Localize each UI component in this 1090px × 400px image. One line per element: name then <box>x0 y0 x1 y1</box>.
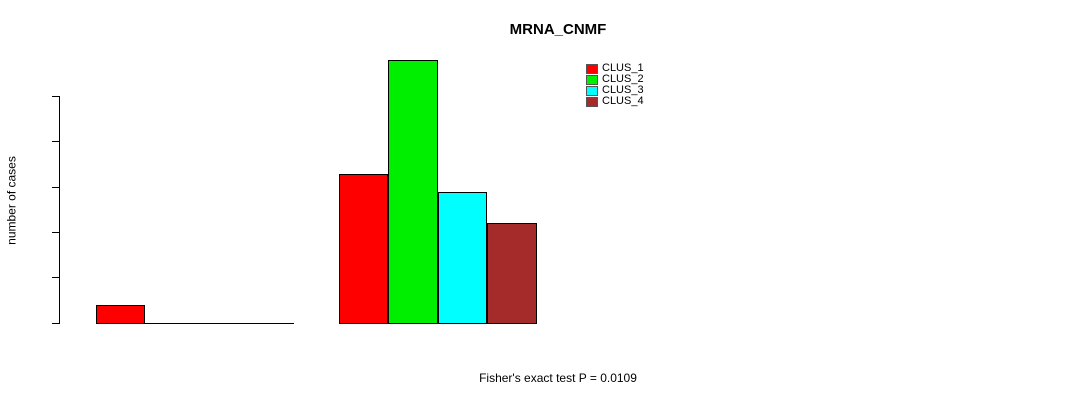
legend-item: CLUS_4 <box>586 96 644 107</box>
bar-clus_1 <box>338 173 388 324</box>
legend-item: CLUS_3 <box>586 85 644 96</box>
y-tick-label <box>37 174 49 200</box>
legend-item: CLUS_1 <box>586 63 644 74</box>
bar-clus_2 <box>388 59 438 324</box>
chart-title: MRNA_CNMF <box>509 21 607 38</box>
legend-swatch-icon <box>586 74 598 85</box>
legend-swatch-icon <box>586 63 598 74</box>
legend-label: CLUS_4 <box>602 95 644 107</box>
fisher-test-annotation: Fisher's exact test P = 0.0109 <box>479 371 637 385</box>
bar-clus_1 <box>95 304 145 324</box>
legend-item: CLUS_2 <box>586 74 644 85</box>
y-tick <box>52 322 59 324</box>
legend-label: CLUS_2 <box>602 73 644 85</box>
y-tick-label <box>37 219 49 245</box>
y-tick-label <box>37 310 49 336</box>
legend-swatch-icon <box>586 96 598 107</box>
y-tick <box>52 186 59 188</box>
bar-clus_3 <box>437 191 487 324</box>
bar-clus_4 <box>487 222 537 324</box>
y-tick-label <box>37 128 49 154</box>
group-baseline <box>95 322 294 324</box>
y-tick <box>52 96 59 97</box>
legend: CLUS_1 CLUS_2 CLUS_3 CLUS_4 <box>586 63 644 107</box>
y-tick-label <box>37 83 49 109</box>
legend-label: CLUS_1 <box>602 62 644 74</box>
y-tick <box>52 141 59 143</box>
legend-label: CLUS_3 <box>602 84 644 96</box>
y-axis-line <box>59 96 60 324</box>
y-tick <box>52 231 59 233</box>
legend-swatch-icon <box>586 85 598 96</box>
y-tick <box>52 277 59 279</box>
y-tick-label <box>37 264 49 290</box>
